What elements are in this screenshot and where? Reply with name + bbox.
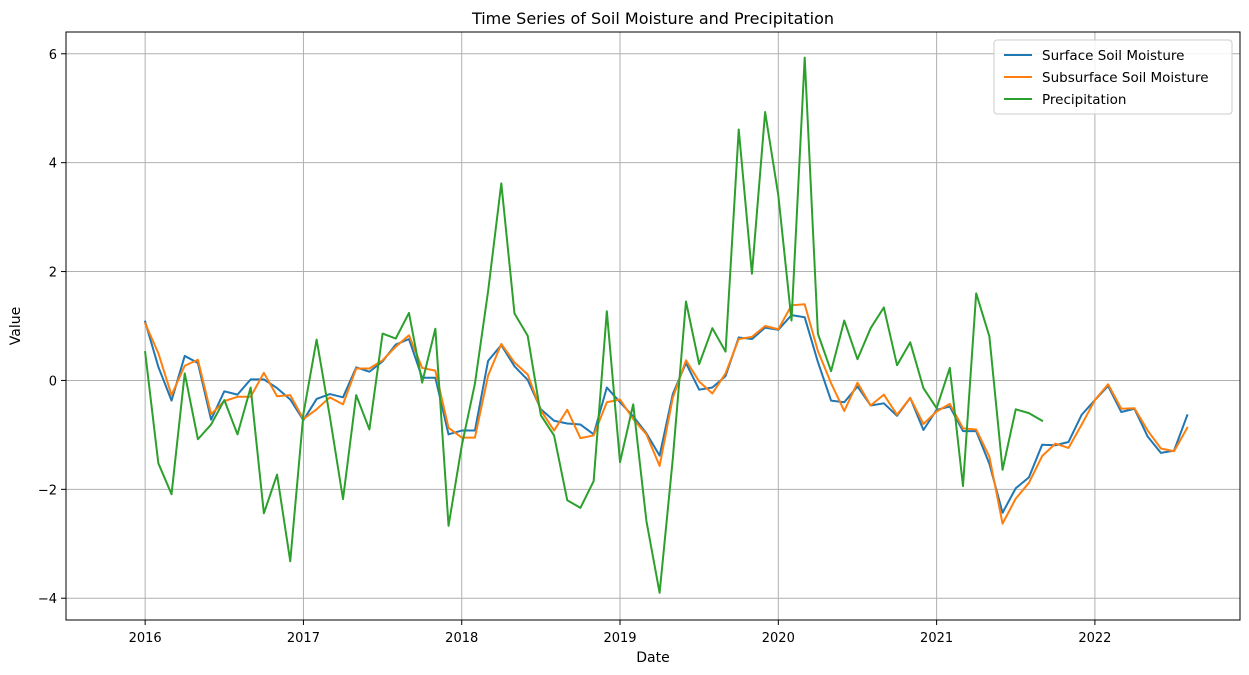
y-tick-label: 2 xyxy=(49,266,57,281)
series-lines xyxy=(143,56,1189,594)
series-line-surface-soil-moisture xyxy=(143,314,1189,514)
legend-entry: Subsurface Soil Moisture xyxy=(1042,70,1209,86)
chart-title: Time Series of Soil Moisture and Precipi… xyxy=(471,9,834,28)
x-tick-label: 2017 xyxy=(287,631,320,646)
y-tick-label: 6 xyxy=(49,48,57,63)
series-line-precipitation xyxy=(144,56,1044,594)
grid xyxy=(66,32,1240,620)
legend: Surface Soil Moisture Subsurface Soil Moi… xyxy=(993,39,1233,115)
y-tick-label: −2 xyxy=(38,483,57,498)
x-tick-label: 2022 xyxy=(1078,631,1111,646)
legend-entry: Precipitation xyxy=(1042,92,1126,108)
x-tick-label: 2019 xyxy=(603,631,636,646)
x-tick-label: 2018 xyxy=(445,631,478,646)
legend-entry: Surface Soil Moisture xyxy=(1042,48,1184,64)
y-tick-label: 4 xyxy=(49,157,57,172)
legend-box xyxy=(993,39,1233,115)
x-tick-label: 2021 xyxy=(920,631,953,646)
plot-area-frame xyxy=(65,31,1241,621)
y-axis-label: Value xyxy=(8,307,24,345)
x-axis-label: Date xyxy=(636,650,669,666)
y-tick-label: 0 xyxy=(49,374,57,389)
x-tick-label: 2016 xyxy=(129,631,162,646)
series-line-subsurface-soil-moisture xyxy=(143,303,1189,525)
x-tick-label: 2020 xyxy=(762,631,795,646)
y-tick-label: −4 xyxy=(38,592,57,607)
axis-ticks: 2016 2017 2018 2019 2020 2021 2022 −4 −2 0 2 4 6 xyxy=(38,48,1112,646)
